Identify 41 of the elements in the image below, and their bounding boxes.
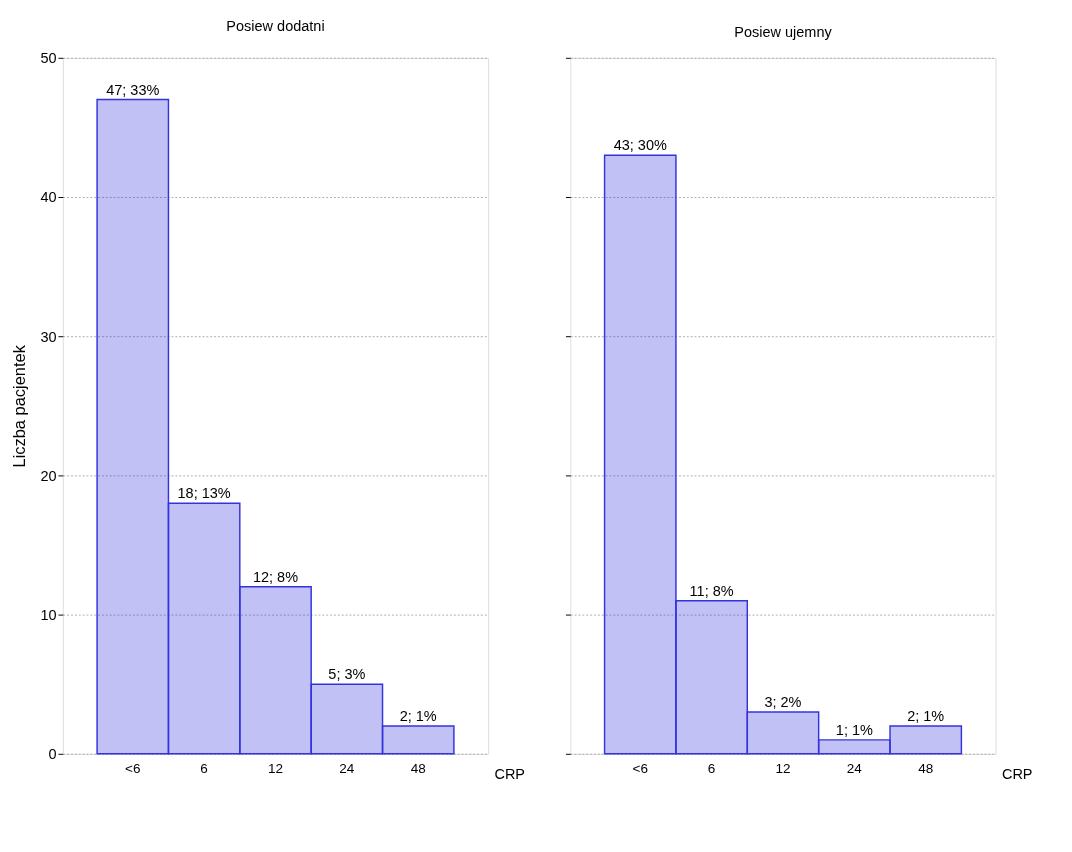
y-axis-title: Liczba pacjentek: [9, 344, 28, 468]
bar: [889, 725, 963, 755]
bar: [167, 502, 241, 755]
data-label: 18; 13%: [177, 485, 231, 502]
bar: [746, 711, 820, 755]
data-label: 43; 30%: [613, 137, 667, 154]
y-tick-label: 20: [40, 467, 57, 484]
data-label: 47; 33%: [106, 81, 160, 98]
x-tick-label: 6: [200, 760, 208, 776]
data-label: 3; 2%: [764, 694, 802, 711]
x-tick-label: 12: [775, 760, 791, 776]
data-label: 2; 1%: [907, 708, 945, 725]
chart-title: Posiew ujemny: [734, 24, 833, 41]
data-label: 1; 1%: [835, 722, 873, 739]
y-tick-label: 10: [40, 606, 57, 623]
x-tick-label: 48: [410, 760, 426, 776]
x-tick-label: 6: [707, 760, 716, 776]
y-tick-label: 40: [40, 189, 57, 206]
x-tick-label: <6: [125, 760, 141, 776]
x-tick-label: <6: [632, 760, 648, 776]
data-label: 5; 3%: [328, 666, 366, 683]
data-label: 2; 1%: [399, 708, 437, 725]
x-tick-label: 24: [339, 760, 355, 776]
chart-title: Posiew dodatni: [226, 17, 325, 34]
x-tick-label: 24: [846, 760, 863, 776]
bar: [675, 599, 749, 755]
x-tick-label: 48: [918, 760, 934, 776]
bar: [603, 154, 677, 755]
data-label: 11; 8%: [689, 582, 734, 599]
x-tick-label: 12: [267, 760, 284, 776]
bar: [381, 725, 455, 755]
x-axis-title: CRP: [1001, 766, 1033, 783]
x-axis-title: CRP: [494, 766, 526, 783]
data-label: 12; 8%: [252, 568, 299, 585]
bar: [817, 739, 891, 755]
y-tick-label: 30: [40, 328, 57, 345]
bar: [239, 586, 312, 755]
y-tick-label: 50: [40, 50, 57, 67]
y-tick-label: 0: [48, 746, 57, 763]
bar: [310, 683, 384, 755]
bar: [96, 98, 170, 755]
